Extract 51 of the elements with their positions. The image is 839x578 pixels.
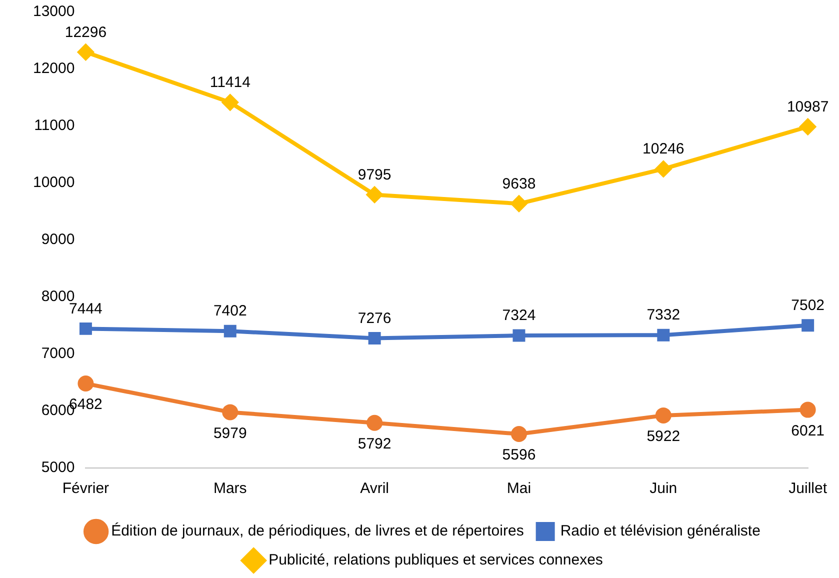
data-label: 7444 [69,300,102,318]
data-label: 6021 [791,422,825,440]
data-label: 7402 [213,302,247,320]
y-tick-label: 9000 [41,231,75,248]
data-label: 9638 [502,175,536,192]
point [222,94,238,110]
data-label: 7324 [502,307,536,324]
y-tick-label: 12000 [32,60,75,78]
point [802,319,814,332]
y-tick-label: 10000 [32,174,75,192]
point [78,376,94,392]
point [368,332,381,345]
data-label: 5922 [646,428,680,446]
data-label: 5979 [213,424,247,442]
point [224,324,236,338]
data-label: 7276 [358,310,392,327]
data-label: 7502 [791,297,825,314]
x-tick-label: Avril [360,480,390,498]
x-tick-label: Mars [213,480,247,498]
point [655,160,672,177]
legend-label: Édition de journaux, de périodiques, de livres et de répertoires [111,522,524,540]
data-label: 9795 [358,166,392,184]
point [222,404,238,420]
x-tick-label: Juillet [788,480,828,498]
y-tick-label: 5000 [41,459,75,476]
x-tick-label: Mai [506,480,532,498]
y-tick-label: 13000 [32,3,75,20]
point [657,328,670,342]
y-tick-label: 7000 [41,345,75,362]
data-label: 10987 [786,98,829,116]
data-label: 10246 [642,140,684,158]
point [512,329,526,342]
point [366,414,383,431]
data-label: 11414 [210,74,250,92]
point [366,186,383,203]
data-label: 5792 [358,435,392,452]
point [800,118,816,135]
x-tick-label: Février [62,480,110,498]
point [510,426,527,442]
point [800,402,816,418]
point [655,407,672,424]
data-label: 5596 [502,446,536,464]
point [79,322,92,335]
y-tick-label: 11000 [34,117,75,134]
x-tick-label: Juin [650,480,678,498]
legend-label: Radio et télévision généraliste [560,522,760,540]
point [78,44,94,60]
legend-label: Publicité, relations publiques et services connexes [268,552,603,569]
point [510,196,527,212]
data-label: 7332 [646,306,680,324]
data-label: 12296 [64,24,107,41]
